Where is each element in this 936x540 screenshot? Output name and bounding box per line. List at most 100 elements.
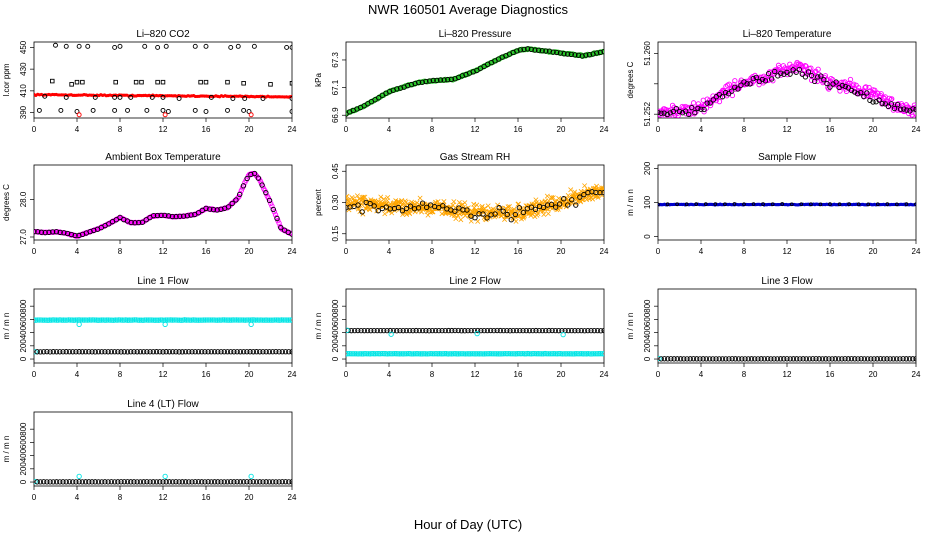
line1-cyan-point-144 <box>280 317 286 323</box>
line1-cyan-point-40 <box>100 317 106 323</box>
line4-black-point-22 <box>105 479 111 485</box>
ambient-black-point-40 <box>180 213 187 219</box>
sample-black-point-8 <box>732 202 737 206</box>
pressure-black-point-63 <box>572 52 578 58</box>
line1-black-point-14 <box>79 349 86 355</box>
pressure-black-point-67 <box>586 52 593 58</box>
rh-orange-point-149 <box>417 195 423 201</box>
pressure-black-point-23 <box>426 78 433 84</box>
li820temp-black-point-12 <box>692 109 698 116</box>
line1-black-point-19 <box>95 349 102 355</box>
li820temp-magenta-point-194 <box>812 69 818 75</box>
co2-low-open-point-8 <box>165 109 171 114</box>
line1-cyan-point-44 <box>107 317 113 323</box>
rh-orange-point-478 <box>581 190 587 196</box>
line2-black-point-41 <box>478 327 484 334</box>
rh-orange-point-342 <box>513 218 519 224</box>
line2-cyan-point-129 <box>566 351 573 357</box>
line4-black-point-59 <box>224 479 231 485</box>
line2-cyan-point-83 <box>487 351 493 357</box>
co2-ytick-label-0: 390 <box>19 105 28 119</box>
line3-black-point-65 <box>868 356 874 362</box>
line2-black-point-48 <box>500 327 507 334</box>
sample-black-point-17 <box>818 202 823 207</box>
line2-cyan-point-74 <box>471 351 477 357</box>
line1-cyan-point-12 <box>52 317 58 323</box>
line1-cyan-point-148 <box>287 317 292 323</box>
sample-xtick-label-3: 12 <box>783 247 792 256</box>
co2-mid-open-point-3 <box>112 94 118 100</box>
co2-xtick-label-2: 8 <box>118 125 123 134</box>
ambient-black-point-26 <box>128 219 134 226</box>
line4-black-point-73 <box>269 479 276 485</box>
line2-black-point-29 <box>439 328 445 334</box>
line2-black-point-30 <box>442 327 448 334</box>
line4-black-point-13 <box>76 479 82 485</box>
line2-cyan-point-52 <box>433 351 439 357</box>
line1-cyan-point-47 <box>112 317 119 323</box>
pressure-title: Li–820 Pressure <box>439 29 512 40</box>
pressure-xtick-label-6: 24 <box>600 125 609 134</box>
line2-cyan-point-54 <box>436 351 443 357</box>
sample-black-point-26 <box>904 202 909 206</box>
ambient-black-point-1 <box>35 229 41 235</box>
line3-black-point-20 <box>723 356 729 362</box>
line3-black-point-59 <box>848 356 855 362</box>
li820temp-black-point-45 <box>793 69 799 75</box>
sample-black-point-22 <box>866 202 871 207</box>
line2-cyan-point-46 <box>423 351 429 357</box>
line2-cyan-point-93 <box>504 351 510 357</box>
line2-xtick-label-5: 20 <box>557 370 566 379</box>
ambient-black-point-29 <box>139 219 146 225</box>
line2-cyan-point-142 <box>589 351 595 357</box>
pressure-black-point-36 <box>474 67 480 74</box>
line2-ytick-label-0: 0 <box>331 356 340 361</box>
line1-xtick-label-2: 8 <box>118 370 123 379</box>
pressure-black-point-53 <box>535 47 542 53</box>
line2-cyan-point-73 <box>469 351 476 357</box>
line2-black-point-13 <box>387 327 393 334</box>
line1-black-point-33 <box>140 349 147 355</box>
line1-black-point-47 <box>186 349 192 355</box>
line4-black-point-50 <box>195 479 202 485</box>
line1-black-point-7 <box>57 349 63 355</box>
li820temp-black-point-39 <box>775 73 781 79</box>
rh-orange-point-154 <box>420 201 426 207</box>
rh-orange-point-462 <box>573 201 579 207</box>
co2-low-open-point-2 <box>74 109 80 114</box>
line1-black-point-70 <box>260 349 266 355</box>
line2-cyan-point-57 <box>442 351 448 357</box>
rh-xtick-label-1: 4 <box>387 247 392 256</box>
line2-black-point-34 <box>455 327 461 334</box>
line1-black-point-71 <box>263 349 269 355</box>
line1-cyan-point-93 <box>192 317 198 323</box>
line2-cyan-point-131 <box>570 351 576 357</box>
line1-black-point-31 <box>134 349 140 355</box>
co2-upper-open-point-5 <box>117 43 123 49</box>
line1-black-point-32 <box>137 349 144 355</box>
pressure-black-point-48 <box>517 47 524 53</box>
ambient-panel: Ambient Box Temperature degrees C 0 4 8 12 16 2… <box>2 152 297 256</box>
line4-black-point-77 <box>282 479 289 485</box>
li820temp-magenta-point-12 <box>665 114 671 118</box>
line1-black-point-40 <box>163 349 169 355</box>
line1-cyan-point-55 <box>126 317 132 323</box>
pressure-black-point-69 <box>594 50 600 56</box>
sample-black-point-0 <box>658 202 660 207</box>
line3-black-point-41 <box>790 356 797 362</box>
line2-black-point-40 <box>475 327 481 334</box>
line4-data <box>34 473 292 485</box>
line2-cyan-point-132 <box>571 351 578 357</box>
line2-black-point-47 <box>497 327 504 334</box>
line2-cyan-point-44 <box>419 351 425 357</box>
ambient-black-point-2 <box>38 229 45 235</box>
line2-cyan-point-1 <box>346 351 351 357</box>
line1-cyan-point-81 <box>171 317 177 323</box>
li820temp-xtick-label-0: 0 <box>656 125 661 134</box>
line1-cyan-point-110 <box>221 317 228 323</box>
line2-cyan-point-110 <box>533 351 540 357</box>
ambient-black-point-11 <box>72 232 78 239</box>
line1-cyan-point-135 <box>265 317 271 323</box>
li820temp-black-point-22 <box>722 89 729 96</box>
line1-cyan-point-23 <box>71 317 77 323</box>
